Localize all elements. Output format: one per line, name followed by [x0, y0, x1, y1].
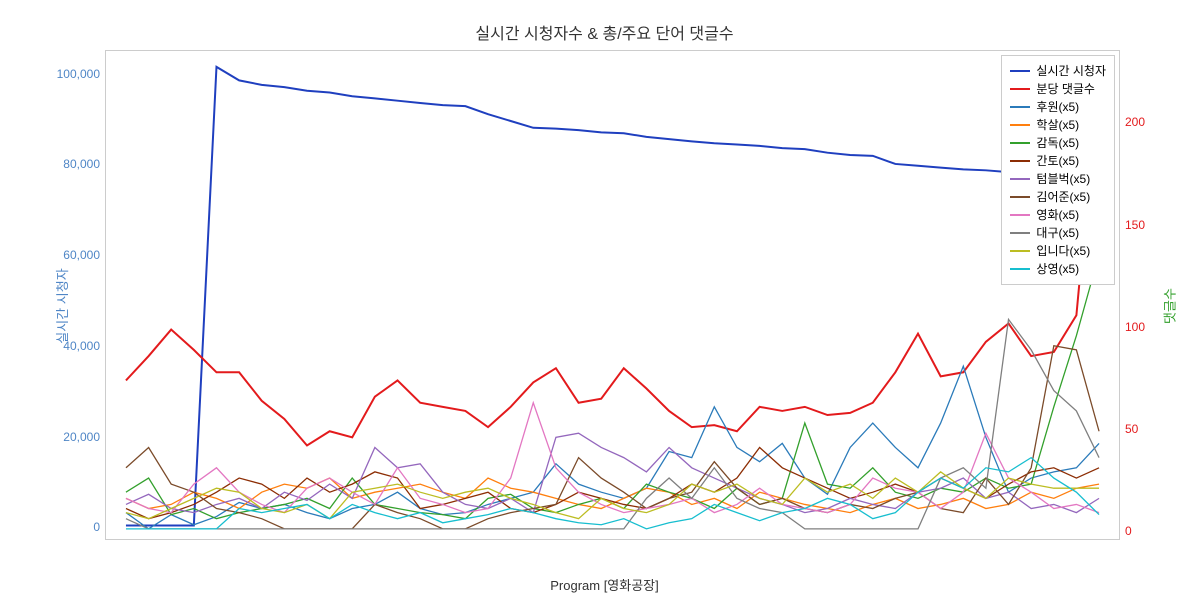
y-right-tick: 100	[1119, 320, 1145, 334]
legend-label: 분당 댓글수	[1036, 80, 1095, 98]
y-axis-left-label: 실시간 시청자	[52, 268, 71, 343]
legend-swatch	[1010, 214, 1030, 215]
y-right-tick: 150	[1119, 218, 1145, 232]
y-axis-right-label: 댓글수	[1160, 288, 1179, 324]
y-left-tick: 100,000	[57, 67, 106, 81]
legend-label: 실시간 시청자	[1036, 62, 1106, 80]
legend-label: 상영(x5)	[1036, 260, 1079, 278]
x-axis-label: Program [영화공장]	[550, 575, 659, 594]
lines-svg	[106, 51, 1119, 539]
legend-item: 텀블벅(x5)	[1010, 170, 1106, 188]
legend-swatch	[1010, 70, 1030, 72]
series-line	[126, 319, 1099, 528]
legend-item: 영화(x5)	[1010, 206, 1106, 224]
legend-item: 실시간 시청자	[1010, 62, 1106, 80]
series-line	[126, 67, 1099, 526]
legend-item: 감독(x5)	[1010, 134, 1106, 152]
legend-label: 대구(x5)	[1036, 224, 1079, 242]
series-line	[126, 366, 1099, 529]
legend-item: 간토(x5)	[1010, 152, 1106, 170]
legend-label: 간토(x5)	[1036, 152, 1079, 170]
legend-label: 학살(x5)	[1036, 116, 1079, 134]
legend-swatch	[1010, 160, 1030, 161]
y-left-tick: 20,000	[63, 430, 106, 444]
legend-item: 후원(x5)	[1010, 98, 1106, 116]
series-line	[126, 71, 1099, 445]
legend-label: 후원(x5)	[1036, 98, 1079, 116]
legend-swatch	[1010, 142, 1030, 143]
legend-item: 분당 댓글수	[1010, 80, 1106, 98]
legend-item: 학살(x5)	[1010, 116, 1106, 134]
legend-item: 대구(x5)	[1010, 224, 1106, 242]
y-left-tick: 60,000	[63, 248, 106, 262]
legend-swatch	[1010, 232, 1030, 233]
legend-swatch	[1010, 124, 1030, 125]
legend-label: 영화(x5)	[1036, 206, 1079, 224]
y-left-tick: 40,000	[63, 339, 106, 353]
legend-item: 입니다(x5)	[1010, 242, 1106, 260]
y-right-tick: 200	[1119, 115, 1145, 129]
chart-title: 실시간 시청자수 & 총/주요 단어 댓글수	[475, 20, 733, 44]
y-left-tick: 0	[93, 520, 106, 534]
legend-label: 입니다(x5)	[1036, 242, 1090, 260]
legend-swatch	[1010, 178, 1030, 179]
y-left-tick: 80,000	[63, 157, 106, 171]
legend-item: 상영(x5)	[1010, 260, 1106, 278]
legend-label: 김어준(x5)	[1036, 188, 1090, 206]
series-line	[126, 254, 1099, 518]
legend-swatch	[1010, 106, 1030, 107]
legend-item: 김어준(x5)	[1010, 188, 1106, 206]
legend-label: 텀블벅(x5)	[1036, 170, 1090, 188]
legend-swatch	[1010, 88, 1030, 90]
series-line	[126, 403, 1099, 513]
legend: 실시간 시청자분당 댓글수후원(x5)학살(x5)감독(x5)간토(x5)텀블벅…	[1001, 55, 1115, 285]
legend-swatch	[1010, 268, 1030, 269]
plot-area: 실시간 시청자분당 댓글수후원(x5)학살(x5)감독(x5)간토(x5)텀블벅…	[105, 50, 1120, 540]
legend-swatch	[1010, 196, 1030, 197]
legend-label: 감독(x5)	[1036, 134, 1079, 152]
legend-swatch	[1010, 250, 1030, 251]
y-right-tick: 0	[1119, 524, 1132, 538]
series-line	[126, 458, 1099, 529]
chart-container: 실시간 시청자수 & 총/주요 단어 댓글수 실시간 시청자 댓글수 실시간 시…	[10, 10, 1189, 602]
y-right-tick: 50	[1119, 422, 1138, 436]
